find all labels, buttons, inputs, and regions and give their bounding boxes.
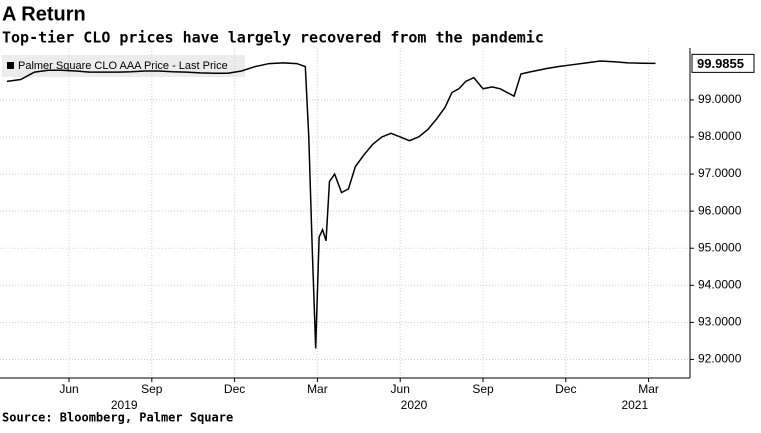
year-label: 2019	[111, 398, 138, 412]
year-label: 2020	[401, 398, 428, 412]
x-tick-label: Mar	[638, 382, 659, 396]
price-line	[6, 60, 656, 349]
y-tick-label: 98.0000	[698, 129, 742, 143]
last-price-box	[691, 53, 755, 73]
last-price-label: 99.9855	[697, 56, 744, 71]
x-tick-label: Dec	[555, 382, 576, 396]
y-tick-label: 99.0000	[698, 92, 742, 106]
y-tick-label: 97.0000	[698, 166, 742, 180]
x-tick-label: Sep	[141, 382, 163, 396]
x-tick-label: Dec	[224, 382, 245, 396]
legend-swatch	[7, 62, 14, 69]
x-tick-label: Jun	[391, 382, 410, 396]
chart-subtitle: Top-tier CLO prices have largely recover…	[2, 29, 544, 47]
y-tick-label: 94.0000	[698, 277, 742, 291]
y-tick-label: 92.0000	[698, 352, 742, 366]
x-tick-label: Jun	[59, 382, 78, 396]
year-label: 2021	[621, 398, 648, 412]
legend-label: Palmer Square CLO AAA Price - Last Price	[18, 60, 228, 72]
chart-title: A Return	[2, 3, 86, 25]
y-tick-label: 95.0000	[698, 240, 742, 254]
x-tick-label: Mar	[307, 382, 328, 396]
y-tick-label: 93.0000	[698, 315, 742, 329]
y-tick-label: 96.0000	[698, 203, 742, 217]
source-note: Source: Bloomberg, Palmer Square	[2, 411, 233, 425]
x-tick-label: Sep	[472, 382, 494, 396]
